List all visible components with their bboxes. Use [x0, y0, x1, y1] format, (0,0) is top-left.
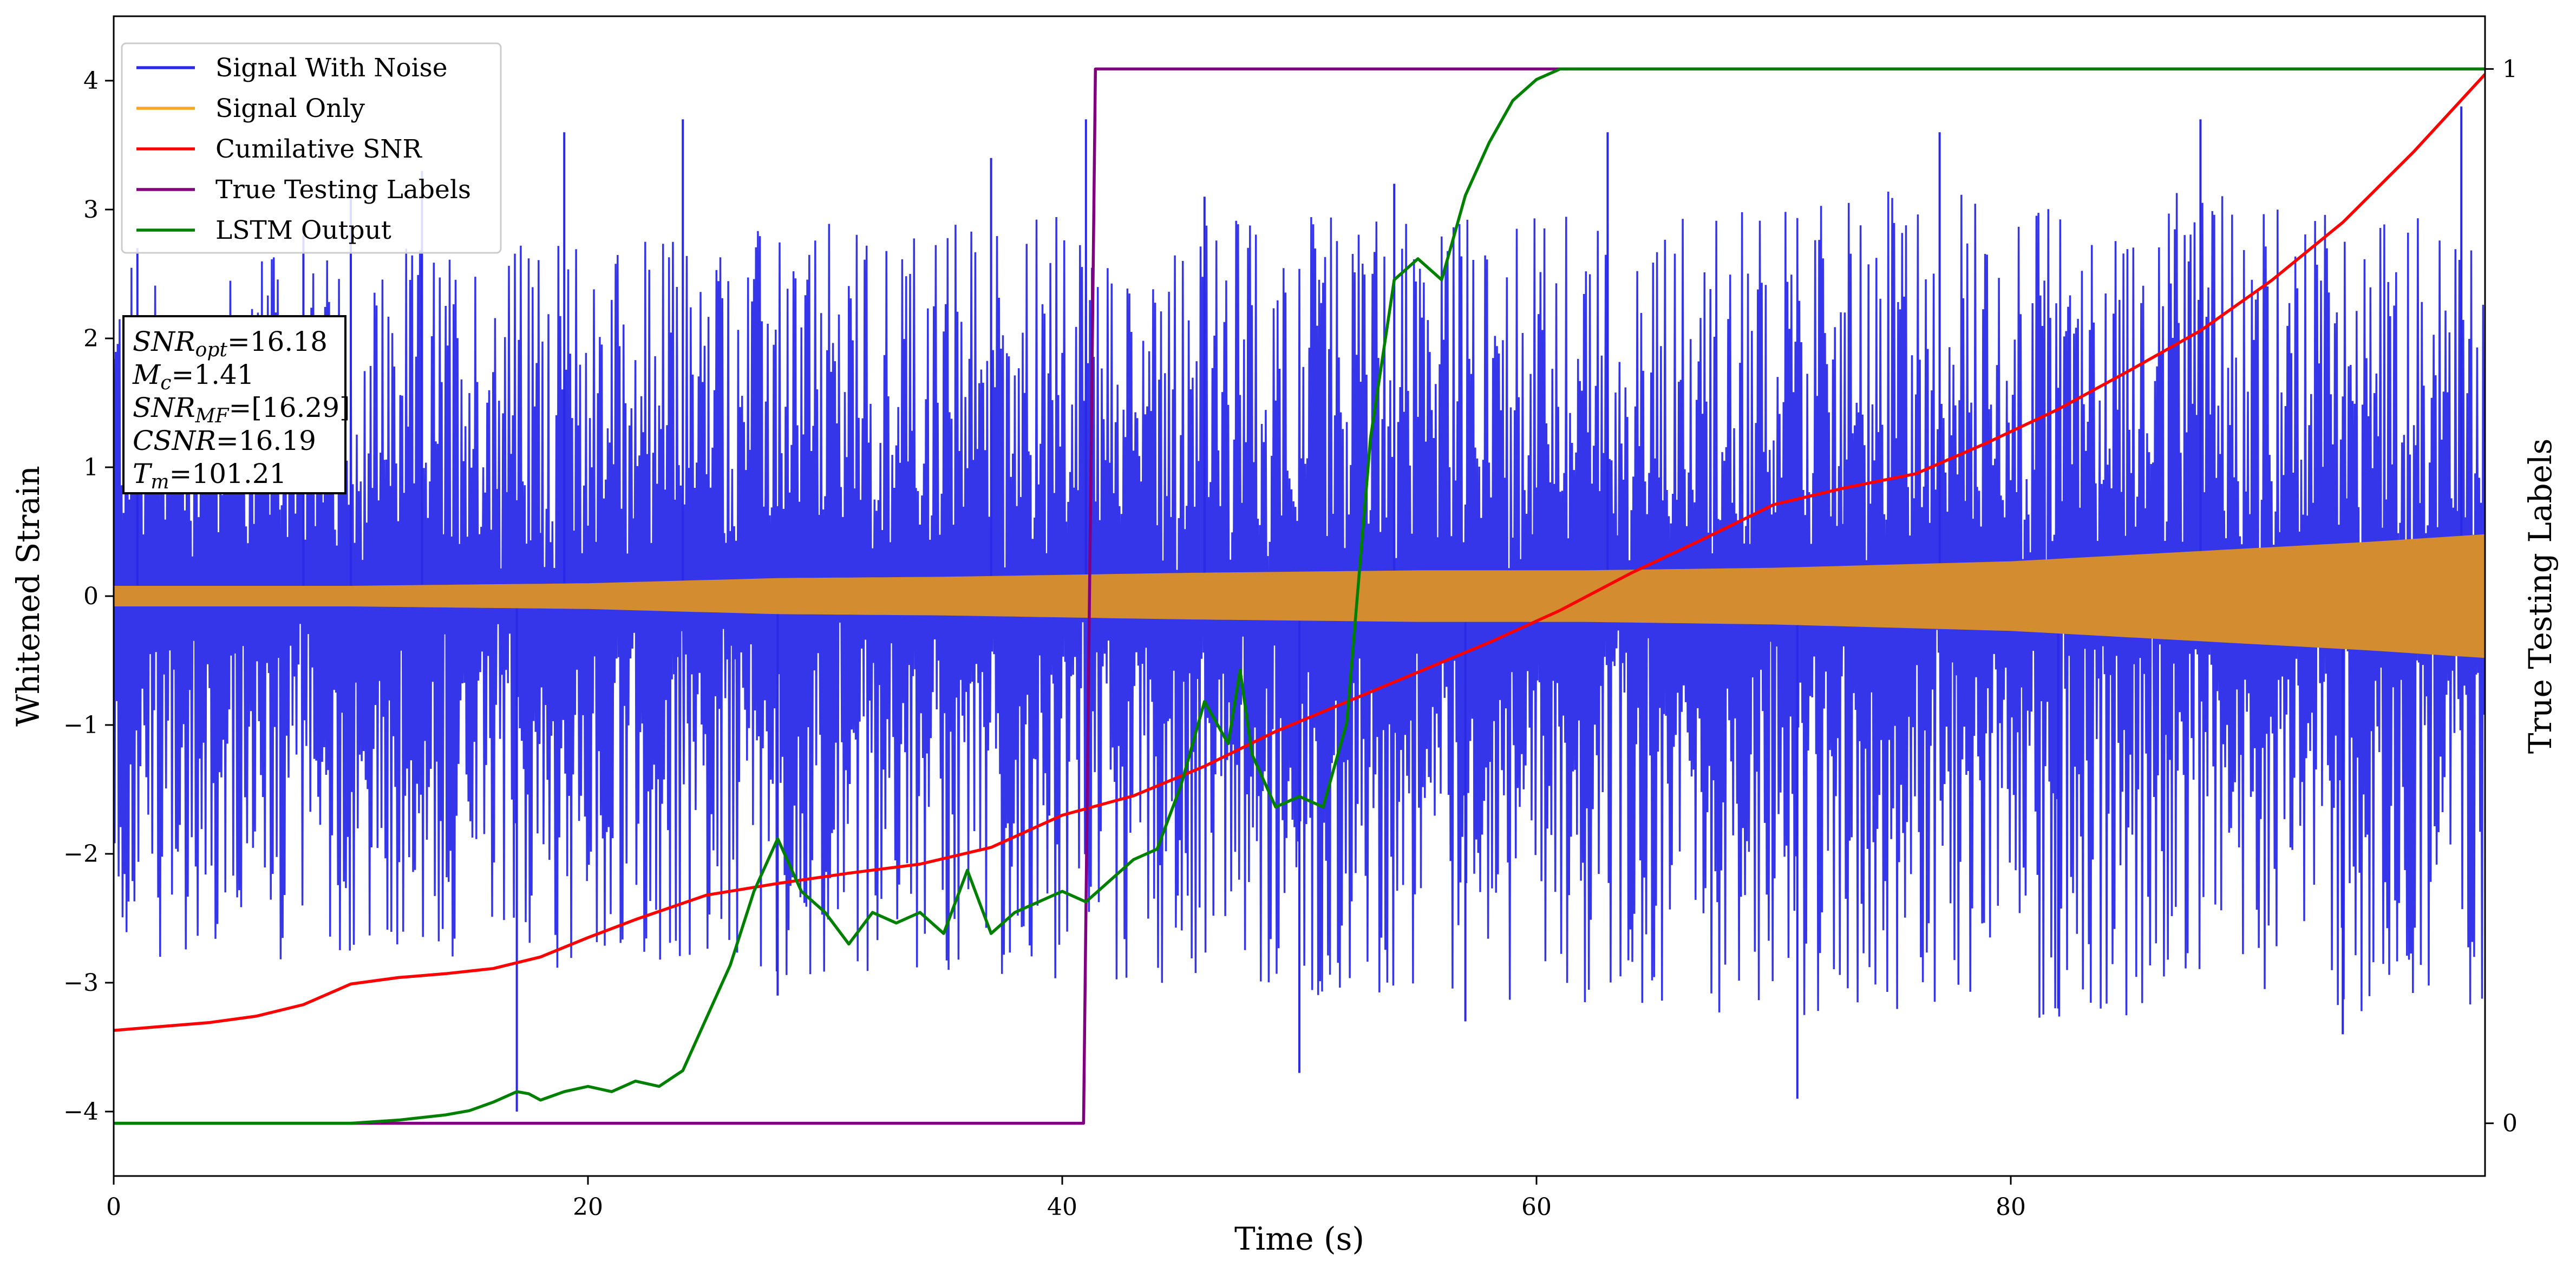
x-tick-label: 80 [1996, 1193, 2026, 1221]
y-tick-label: 3 [83, 196, 99, 224]
series-signal-with-noise [114, 191, 2485, 1018]
y-tick-label: −3 [63, 969, 99, 997]
x-axis-ticks: 0 20 40 60 80 [106, 1176, 2026, 1221]
legend-label: LSTM Output [215, 215, 391, 245]
info-box: SNRopt=16.18Mc=1.41SNRMF=[16.29]CSNR=16.… [122, 315, 350, 494]
x-tick-label: 60 [1521, 1193, 1552, 1221]
right-tick-label: 0 [2502, 1110, 2518, 1138]
x-tick-label: 40 [1047, 1193, 1077, 1221]
y-tick-label: 0 [83, 583, 99, 610]
x-tick-label: 20 [573, 1193, 603, 1221]
y-tick-label: −1 [63, 711, 99, 739]
x-axis-label: Time (s) [1234, 1220, 1364, 1257]
y-tick-label: −2 [63, 840, 99, 868]
legend-label: Cumilative SNR [215, 134, 422, 164]
info-line: Mc=1.41 [132, 359, 254, 394]
legend-label: True Testing Labels [215, 175, 471, 205]
legend-frame [121, 42, 502, 254]
legend-label: Signal With Noise [215, 53, 448, 83]
info-line: SNRopt=16.18 [133, 326, 328, 361]
y-tick-label: −4 [63, 1098, 99, 1126]
series-lstm-output [114, 67, 2485, 1125]
right-axis-label: True Testing Labels [2522, 439, 2559, 754]
y-axis-ticks: −4 −3 −2 −1 0 1 2 3 4 [63, 67, 114, 1126]
legend-label: Signal Only [215, 94, 365, 123]
y-axis-label: Whitened Strain [10, 466, 47, 727]
x-tick-label: 0 [106, 1193, 121, 1221]
plot-area [114, 67, 2485, 1125]
y-tick-label: 1 [83, 454, 99, 481]
right-tick-label: 1 [2502, 55, 2518, 83]
right-axis-ticks: 01 [2485, 55, 2518, 1138]
info-box-frame [122, 315, 346, 494]
info-line: Tm=101.21 [133, 458, 286, 493]
y-tick-label: 2 [83, 325, 99, 352]
info-line: SNRMF=[16.29] [133, 392, 350, 427]
legend: Signal With Noise Signal Only Cumilative S… [121, 42, 502, 254]
series-cumilative-snr [114, 73, 2485, 1032]
info-line: CSNR=16.19 [133, 425, 316, 456]
series-signal-only [114, 534, 2485, 658]
y-tick-label: 4 [83, 67, 99, 95]
